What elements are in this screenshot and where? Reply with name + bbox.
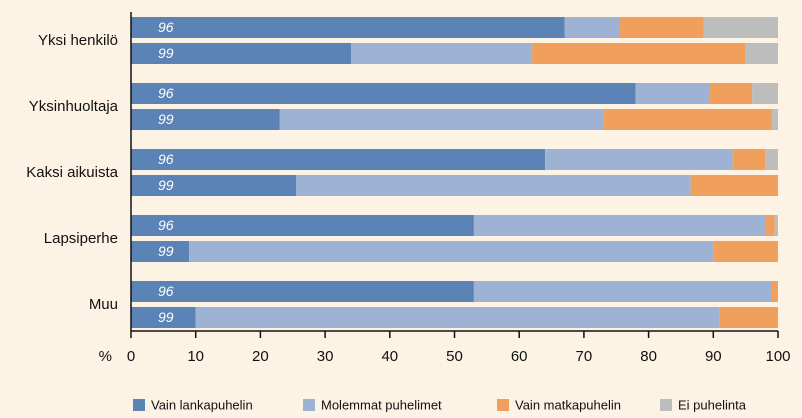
x-tick-label: 30 [317,348,334,365]
bar-segment [131,149,546,170]
bar-segment [564,17,620,38]
year-label: 96 [158,217,174,233]
x-tick-label: 100 [765,348,790,365]
year-label: 99 [158,177,174,193]
x-tick-label: 0 [127,348,135,365]
bar-segment [350,43,533,64]
x-tick-label: 40 [381,348,398,365]
legend-swatch [497,399,509,411]
bar-segment [131,43,351,64]
bar-segment [189,241,714,262]
x-tick-label: 80 [640,348,657,365]
legend-swatch [303,399,315,411]
bar-segment [765,149,778,170]
x-tick-label: 90 [705,348,722,365]
legend-label: Ei puhelinta [678,397,747,412]
legend-label: Vain matkapuhelin [515,397,621,412]
bar-segment [131,215,474,236]
bar-segment [131,175,296,196]
bar-segment [719,307,778,328]
x-axis-label: % [99,348,112,365]
year-label: 99 [158,111,174,127]
bar-segment [131,17,565,38]
bar-segment [545,149,733,170]
bar-segment [771,281,778,302]
year-label: 99 [158,309,174,325]
bar-segment [713,241,778,262]
bar-segment [774,215,778,236]
bar-segment [752,83,778,104]
x-tick-label: 60 [511,348,528,365]
year-label: 96 [158,283,174,299]
x-tick-label: 70 [576,348,593,365]
bar-segment [131,109,280,130]
group-label: Yksi henkilö [38,32,118,49]
legend-label: Molemmat puhelimet [321,397,442,412]
bar-segment [703,17,778,38]
bar-segment [131,307,196,328]
bar-segment [279,109,604,130]
bar-segment [745,43,778,64]
group-label: Lapsiperhe [44,230,118,247]
bar-segment [195,307,720,328]
legend-swatch [660,399,672,411]
x-tick-label: 50 [446,348,463,365]
year-label: 99 [158,243,174,259]
year-label: 96 [158,85,174,101]
bar-segment [710,83,753,104]
bar-segment [619,17,704,38]
bar-segment [732,149,766,170]
group-label: Muu [89,296,118,313]
bar-segment [771,109,778,130]
bar-segment [690,175,778,196]
year-label: 99 [158,45,174,61]
group-label: Yksinhuoltaja [29,98,119,115]
bar-segment [473,215,766,236]
bar-segment [473,281,772,302]
legend-label: Vain lankapuhelin [151,397,253,412]
bar-segment [131,241,190,262]
x-tick-label: 20 [252,348,269,365]
bar-segment [295,175,691,196]
bar-segment [131,83,636,104]
bar-segment [131,281,474,302]
bar-segment [635,83,711,104]
legend-swatch [133,399,145,411]
group-label: Kaksi aikuista [26,164,118,181]
year-label: 96 [158,151,174,167]
bar-segment [765,215,775,236]
bar-segment [532,43,746,64]
x-tick-label: 10 [187,348,204,365]
bar-segment [603,109,772,130]
year-label: 96 [158,19,174,35]
